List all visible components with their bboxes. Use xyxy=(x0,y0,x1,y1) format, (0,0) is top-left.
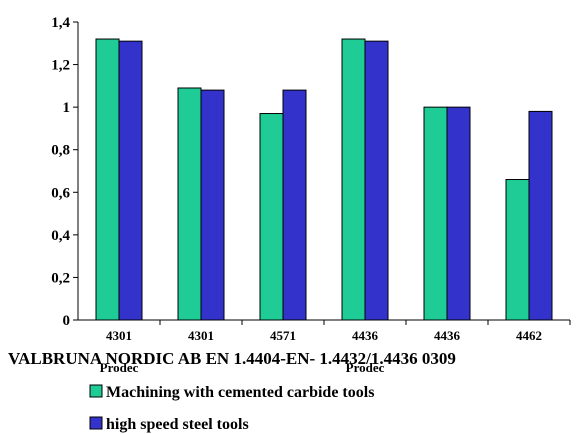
legend-item: high speed steel tools xyxy=(89,416,249,433)
y-tick-label: 0,4 xyxy=(51,228,70,244)
x-axis-ticks: 4301 Prodec 4301 4571 4436 Prodec 4436 4462 xyxy=(100,320,571,375)
y-tick-label: 0,8 xyxy=(51,143,70,159)
x-tick-sublabel: Prodec xyxy=(346,360,385,375)
y-axis-ticks: 0 0,2 0,4 0,6 0,8 1 1,2 1,4 xyxy=(51,15,78,329)
bar-carbide xyxy=(505,179,530,321)
bar-carbide xyxy=(423,106,448,321)
bar-carbide xyxy=(259,113,284,321)
y-tick-label: 0,2 xyxy=(51,270,70,286)
legend-label-carbide: Machining with cemented carbide tools xyxy=(106,384,374,401)
x-tick-label: 4462 xyxy=(516,328,542,343)
y-tick-label: 0 xyxy=(63,313,71,329)
bar-hss xyxy=(200,89,225,321)
bar-carbide xyxy=(341,38,366,321)
x-tick-label: 4571 xyxy=(270,328,296,343)
bars-group xyxy=(95,38,553,321)
x-tick-label: 4301 xyxy=(106,328,132,343)
legend: Machining with cemented carbide tools hi… xyxy=(89,384,374,433)
legend-label-hss: high speed steel tools xyxy=(106,416,249,433)
y-tick-label: 1,2 xyxy=(51,58,70,74)
bar-carbide xyxy=(95,38,120,321)
y-tick-label: 1,4 xyxy=(51,15,70,31)
y-tick-label: 1 xyxy=(63,100,71,116)
x-tick-label: 4436 xyxy=(434,328,461,343)
bar-hss xyxy=(446,106,471,321)
y-tick-label: 0,6 xyxy=(51,185,70,201)
x-tick-sublabel: Prodec xyxy=(100,360,139,375)
legend-swatch-hss xyxy=(89,416,103,430)
legend-swatch-carbide xyxy=(89,384,103,398)
bar-hss xyxy=(282,89,307,321)
bar-hss xyxy=(364,40,389,321)
bar-hss xyxy=(528,110,553,321)
legend-item: Machining with cemented carbide tools xyxy=(89,384,374,401)
x-tick-label: 4436 xyxy=(352,328,379,343)
chart-caption: VALBRUNA NORDIC AB EN 1.4404-EN- 1.4432/… xyxy=(8,349,456,368)
x-tick-label: 4301 xyxy=(188,328,214,343)
bar-carbide xyxy=(177,87,202,321)
bar-hss xyxy=(118,40,143,321)
